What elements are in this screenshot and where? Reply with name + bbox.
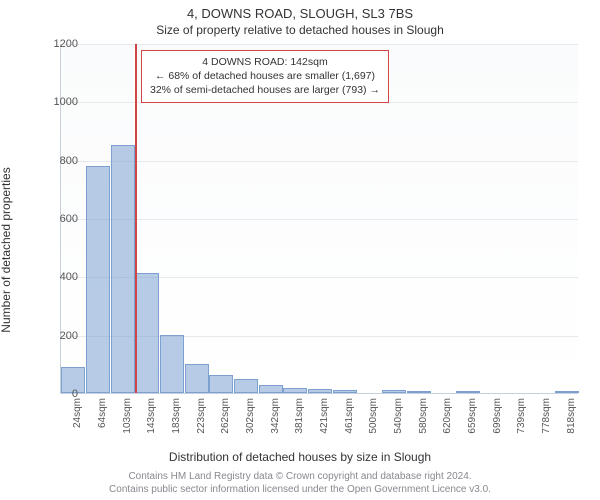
histogram-bar (456, 391, 480, 393)
chart-title: 4, DOWNS ROAD, SLOUGH, SL3 7BS (0, 0, 600, 21)
histogram-bar (209, 375, 233, 393)
gridline (61, 161, 578, 162)
histogram-bar (135, 273, 159, 393)
y-tick-label: 800 (46, 155, 78, 167)
callout-line: ← 68% of detached houses are smaller (1,… (150, 69, 380, 83)
attribution-line: Contains public sector information licen… (0, 483, 600, 496)
chart-container: 4, DOWNS ROAD, SLOUGH, SL3 7BS Size of p… (0, 0, 600, 500)
x-tick-label: 24sqm (72, 398, 83, 428)
x-tick-label: 500sqm (368, 398, 379, 434)
x-tick-label: 262sqm (220, 398, 231, 434)
x-tick-label: 342sqm (270, 398, 281, 434)
x-tick-label: 421sqm (319, 398, 330, 434)
marker-line (135, 44, 137, 393)
x-tick-label: 302sqm (245, 398, 256, 434)
callout-box: 4 DOWNS ROAD: 142sqm← 68% of detached ho… (141, 50, 389, 103)
x-tick-label: 699sqm (492, 398, 503, 434)
callout-line: 4 DOWNS ROAD: 142sqm (150, 55, 380, 69)
histogram-bar (86, 166, 110, 394)
x-tick-label: 381sqm (294, 398, 305, 434)
plot-area: 4 DOWNS ROAD: 142sqm← 68% of detached ho… (60, 44, 578, 394)
x-tick-label: 64sqm (97, 398, 108, 428)
x-tick-label: 580sqm (418, 398, 429, 434)
x-axis-label: Distribution of detached houses by size … (0, 450, 600, 464)
histogram-bar (111, 145, 135, 393)
x-tick-label: 739sqm (516, 398, 527, 434)
attribution-text: Contains HM Land Registry data © Crown c… (0, 470, 600, 496)
histogram-bar (283, 388, 307, 393)
x-tick-label: 778sqm (541, 398, 552, 434)
histogram-bar (160, 335, 184, 393)
y-tick-label: 1000 (46, 96, 78, 108)
x-tick-label: 620sqm (442, 398, 453, 434)
y-axis-label: Number of detached properties (0, 167, 13, 332)
gridline (61, 44, 578, 45)
chart-subtitle: Size of property relative to detached ho… (0, 21, 600, 37)
x-tick-label: 540sqm (393, 398, 404, 434)
gridline (61, 219, 578, 220)
histogram-bar (185, 364, 209, 393)
y-tick-label: 1200 (46, 38, 78, 50)
x-tick-label: 461sqm (344, 398, 355, 434)
histogram-bar (234, 379, 258, 393)
x-tick-label: 103sqm (122, 398, 133, 434)
attribution-line: Contains HM Land Registry data © Crown c… (0, 470, 600, 483)
x-tick-label: 183sqm (171, 398, 182, 434)
histogram-bar (407, 391, 431, 393)
histogram-bar (382, 390, 406, 394)
histogram-bar (259, 385, 283, 393)
x-tick-label: 143sqm (146, 398, 157, 434)
histogram-bar (333, 390, 357, 393)
histogram-bar (308, 389, 332, 393)
y-tick-label: 600 (46, 213, 78, 225)
y-tick-label: 200 (46, 330, 78, 342)
callout-line: 32% of semi-detached houses are larger (… (150, 83, 380, 97)
x-tick-label: 223sqm (196, 398, 207, 434)
x-tick-label: 659sqm (467, 398, 478, 434)
x-tick-label: 818sqm (566, 398, 577, 434)
histogram-bar (555, 391, 579, 393)
y-tick-label: 400 (46, 271, 78, 283)
